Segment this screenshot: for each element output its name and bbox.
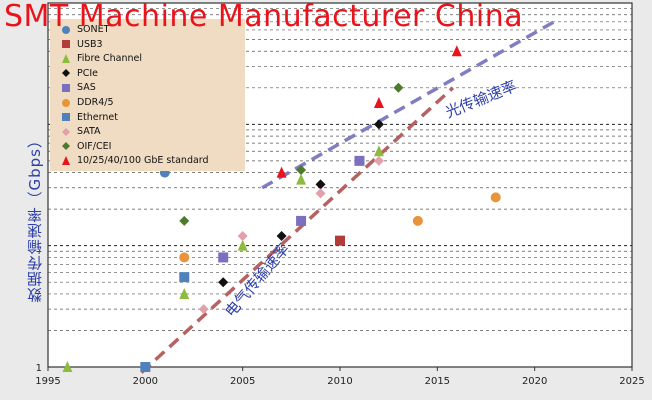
data-point	[179, 287, 190, 299]
legend-item: Fibre Channel	[59, 52, 142, 65]
legend-symbol	[62, 40, 70, 49]
legend-symbol	[62, 142, 70, 151]
legend-item: SATA	[59, 125, 101, 138]
data-point	[335, 235, 345, 246]
data-point	[62, 361, 73, 372]
legend-marker	[59, 67, 73, 79]
data-point	[315, 188, 326, 199]
legend-marker	[59, 53, 73, 65]
data-point	[296, 173, 307, 185]
data-point	[373, 155, 384, 166]
legend-symbol	[62, 83, 70, 92]
legend-label: DDR4/5	[77, 97, 114, 108]
data-point	[393, 82, 404, 93]
y-axis: 1	[36, 363, 42, 374]
trend-lines	[140, 20, 555, 374]
data-point	[412, 215, 423, 226]
trend-line-1	[140, 86, 455, 374]
legend-marker	[59, 140, 73, 152]
legend-item: USB3	[59, 38, 103, 51]
legend-marker	[59, 155, 73, 167]
y-tick-label: 1	[36, 363, 42, 374]
legend-label: SATA	[77, 126, 101, 138]
legend-symbol	[62, 113, 70, 122]
data-point	[373, 145, 384, 157]
data-point	[179, 215, 190, 226]
legend-label: OIF/CEI	[77, 140, 112, 152]
legend-item: Ethernet	[59, 111, 118, 124]
legend-item: DDR4/5	[59, 96, 114, 109]
legend-item: SAS	[59, 81, 96, 94]
data-point	[218, 252, 229, 263]
x-tick-label: 2000	[133, 376, 158, 387]
legend-item: 10/25/40/100 GbE standard	[59, 154, 209, 167]
legend-marker	[59, 24, 73, 36]
banner-title: SMT Machine Manufacturer China	[4, 0, 524, 34]
legend-marker	[59, 82, 73, 94]
data-point	[354, 155, 365, 166]
legend-marker	[59, 38, 73, 50]
legend-symbol	[62, 98, 70, 107]
data-point	[218, 277, 229, 288]
x-tick-label: 2020	[522, 376, 547, 387]
data-point	[373, 119, 384, 130]
data-point	[179, 252, 190, 263]
data-point	[490, 192, 501, 203]
data-point	[451, 45, 462, 57]
data-points	[62, 45, 501, 372]
x-tick-label: 2025	[619, 376, 644, 387]
legend-label: 10/25/40/100 GbE standard	[77, 155, 209, 167]
legend-label: SAS	[77, 82, 96, 94]
legend-symbol	[62, 127, 70, 136]
legend-marker	[59, 126, 73, 138]
data-point	[237, 231, 248, 242]
data-point	[315, 179, 326, 190]
legend-marker	[59, 111, 73, 123]
legend-item: OIF/CEI	[59, 140, 111, 153]
legend-label: Fibre Channel	[77, 53, 143, 65]
legend-item: SONET	[59, 23, 109, 36]
legend-item: PCIe	[59, 67, 98, 80]
data-point	[276, 231, 287, 242]
legend-label: Ethernet	[77, 111, 118, 123]
x-tick-label: 2015	[425, 376, 450, 387]
legend-symbol	[62, 69, 70, 78]
legend-symbol	[62, 25, 70, 34]
data-point	[296, 215, 307, 226]
legend-symbol	[62, 155, 70, 165]
x-axis: 1995 2000 2005 2010 2015 2020 2025	[35, 367, 645, 387]
data-point	[276, 166, 287, 178]
data-point	[140, 362, 151, 372]
legend-marker	[59, 97, 73, 109]
x-tick-label: 2005	[230, 376, 255, 387]
x-tick-label: 2010	[327, 376, 352, 387]
legend-label: SONET	[77, 24, 110, 35]
legend-label: USB3	[77, 38, 103, 50]
data-point	[237, 239, 248, 251]
data-point	[198, 304, 209, 315]
y-axis-label: 数据传输速率（Gbps）	[26, 132, 44, 303]
data-point	[296, 165, 307, 176]
legend: SONET USB3 Fibre Channel PCIe SAS DDR4/5 Ether…	[50, 19, 245, 171]
legend-symbol	[62, 53, 70, 63]
legend-label: PCIe	[77, 67, 99, 79]
data-point	[179, 272, 190, 283]
x-tick-label: 1995	[35, 376, 60, 387]
data-point	[373, 96, 384, 108]
